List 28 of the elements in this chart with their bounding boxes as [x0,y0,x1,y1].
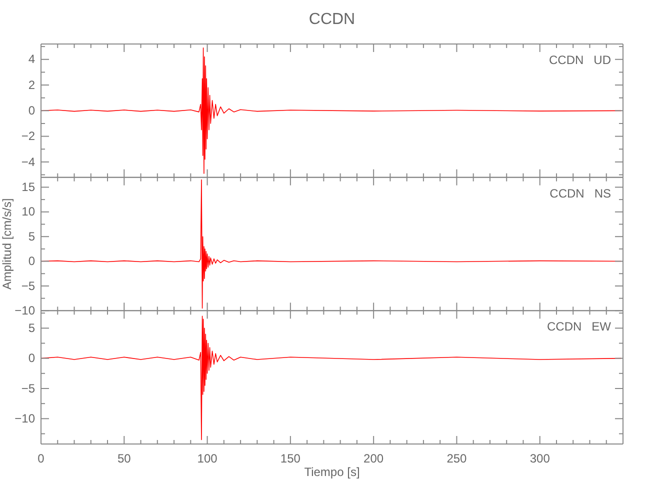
x-tick-label: 250 [446,452,468,466]
x-tick-label: 150 [280,452,301,466]
x-axis-title: Tiempo [s] [304,465,360,479]
y-tick-label: 4 [28,52,36,66]
y-tick-label: 0 [28,351,36,366]
y-axis-title: Amplitud [cm/s/s] [0,198,14,290]
y-tick-label: 10 [22,204,36,219]
y-tick-label: −10 [14,304,36,318]
x-tick-label: 300 [530,452,550,466]
y-tick-label: 5 [28,321,36,336]
annotation: CCDN UD [549,53,612,67]
annotation: CCDN EW [547,320,612,334]
chart-title: CCDN [308,11,356,28]
y-tick-label: −5 [21,278,36,293]
y-tick-label: −5 [21,381,36,396]
x-tick-label: 100 [197,452,218,466]
y-tick-label: 5 [28,229,36,244]
y-tick-label: 0 [28,254,36,268]
x-tick-label: 0 [38,452,45,466]
y-tick-label: 15 [22,180,36,194]
y-tick-label: 0 [28,104,36,118]
y-tick-label: −10 [14,412,36,426]
y-tick-label: 2 [28,78,36,92]
x-tick-label: 200 [364,452,384,466]
x-tick-label: 50 [117,452,132,466]
y-tick-label: −4 [21,154,36,169]
annotation: CCDN NS [550,186,611,200]
y-tick-label: −2 [21,129,36,144]
